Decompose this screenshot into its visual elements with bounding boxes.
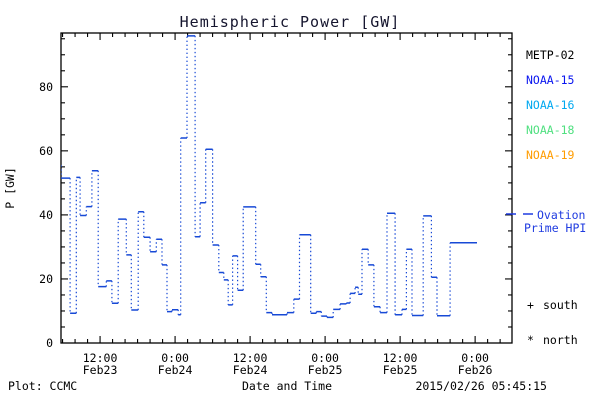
hpi-sample-segments [61, 35, 477, 319]
x-tick-time-label: 12:00 [83, 351, 118, 365]
x-tick-date-label: Feb24 [158, 363, 193, 377]
ovation-legend: Ovation Prime HPI [506, 208, 586, 235]
legend-noaa19: NOAA-19 [526, 148, 575, 162]
x-tick-date-label: Feb23 [83, 363, 118, 377]
y-tick-label: 20 [39, 272, 53, 286]
plot-frame [60, 32, 513, 344]
hpi-vertical-connectors [61, 35, 451, 318]
x-tick-time-label: 12:00 [233, 351, 268, 365]
y-tick-label: 0 [46, 336, 53, 350]
x-tick-time-label: 0:00 [461, 351, 489, 365]
legend-noaa18: NOAA-18 [526, 123, 575, 137]
y-tick-label: 60 [39, 144, 53, 158]
hemisphere-marker-key: + south * north [527, 298, 578, 347]
x-tick-labels: 12:00Feb230:00Feb2412:00Feb240:00Feb2512… [83, 351, 493, 377]
south-marker-symbol: + [527, 298, 534, 312]
x-tick-date-label: Feb25 [383, 363, 418, 377]
axis-ticks [61, 33, 512, 343]
y-tick-label: 80 [39, 80, 53, 94]
north-marker-symbol: * [527, 333, 534, 347]
y-tick-labels: 0 20 40 60 80 [39, 80, 53, 350]
satellite-legend: METP-02 NOAA-15 NOAA-16 NOAA-18 NOAA-19 [526, 48, 575, 162]
x-tick-time-label: 0:00 [311, 351, 339, 365]
y-tick-label: 40 [39, 208, 53, 222]
south-marker-label: south [543, 298, 578, 312]
x-axis-label: Date and Time [242, 379, 332, 393]
hpi-step-line [61, 35, 477, 319]
x-tick-date-label: Feb25 [308, 363, 343, 377]
x-tick-date-label: Feb24 [233, 363, 268, 377]
legend-noaa15: NOAA-15 [526, 73, 574, 87]
ovation-label-line2: Prime HPI [524, 221, 586, 235]
chart-title: Hemispheric Power [GW] [180, 13, 401, 31]
legend-noaa16: NOAA-16 [526, 98, 575, 112]
y-axis-label: P [GW] [3, 167, 17, 209]
plot-timestamp: 2015/02/26 05:45:15 [415, 379, 547, 393]
x-tick-time-label: 0:00 [161, 351, 189, 365]
plot-credit: Plot: CCMC [8, 379, 77, 393]
legend-metp02: METP-02 [526, 48, 574, 62]
ovation-label-line1: Ovation [537, 208, 585, 222]
x-tick-time-label: 12:00 [383, 351, 418, 365]
x-tick-date-label: Feb26 [458, 363, 493, 377]
north-marker-label: north [543, 333, 578, 347]
